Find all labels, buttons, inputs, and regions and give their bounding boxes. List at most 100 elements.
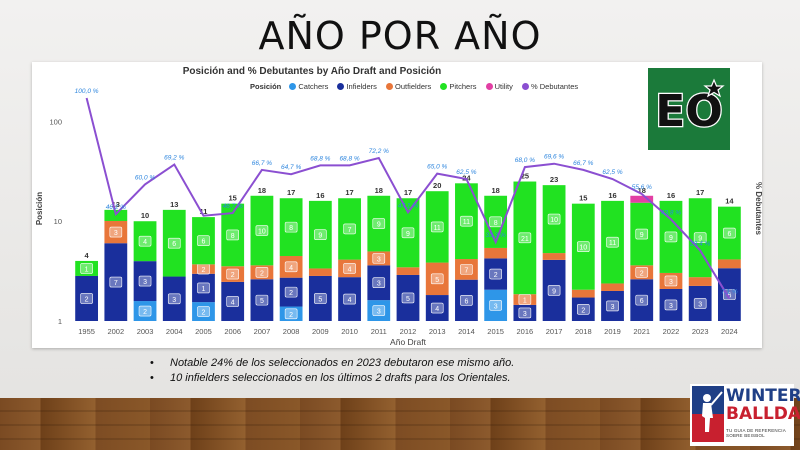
data-label: 3 — [494, 303, 498, 310]
legend-item-debutantes[interactable]: % Debutantes — [522, 82, 578, 91]
data-label-box — [489, 216, 502, 228]
data-label: 2 — [289, 312, 293, 319]
x-tick-label: 2022 — [663, 327, 680, 336]
winterballdata-word-2: BALLDATA — [726, 404, 800, 424]
data-label: 11 — [463, 219, 470, 226]
data-label-box — [606, 300, 619, 312]
x-tick-label: 2018 — [575, 327, 592, 336]
legend-item-catchers[interactable]: Catchers — [289, 82, 328, 91]
bar-total-label: 16 — [608, 191, 616, 200]
data-label: 7 — [348, 227, 352, 234]
x-tick-label: 2013 — [429, 327, 446, 336]
y-tick-label: 1 — [58, 317, 62, 326]
bar-segment-infielders — [250, 279, 274, 321]
data-label: 2 — [202, 310, 206, 317]
debutantes-label: 69,6 % — [544, 154, 564, 161]
data-label-box — [343, 223, 356, 235]
bar-segment-catchers — [484, 289, 508, 321]
data-label-box — [80, 263, 93, 274]
bar-segment-pitchers — [162, 209, 186, 277]
data-label: 4 — [289, 265, 293, 272]
data-label-box — [430, 273, 444, 285]
x-tick-label: 2023 — [692, 327, 709, 336]
bar-segment-pitchers — [396, 198, 420, 268]
debutantes-label: 62,5 % — [602, 169, 622, 176]
bar-total-label: 11 — [200, 207, 208, 216]
bar-segment-pitchers — [308, 200, 332, 269]
bullet-list: Notable 24% de los seleccionados en 2023… — [150, 356, 514, 386]
batter-flag-icon — [692, 386, 724, 442]
eo-logo-graphic: EO — [654, 78, 725, 138]
batter-silhouette-icon — [702, 391, 723, 432]
x-tick-label: 2021 — [633, 327, 650, 336]
legend-item-infielders[interactable]: Infielders — [337, 82, 377, 91]
legend-label: Infielders — [346, 82, 377, 91]
bar-total-label: 17 — [404, 188, 412, 197]
debutantes-label: 46,7 % — [223, 203, 243, 210]
bar-total-label: 4 — [85, 251, 90, 260]
data-label-box — [255, 294, 269, 306]
bar-segment-infielders — [279, 277, 303, 307]
debutantes-label: 69,2 % — [164, 155, 184, 162]
legend-item-utility[interactable]: Utility — [485, 82, 513, 91]
bar-total-label: 25 — [521, 172, 529, 181]
data-label-box — [284, 261, 298, 273]
legend-item-outfielders[interactable]: Outfielders — [386, 82, 431, 91]
bar-segment-outfielders — [630, 265, 654, 280]
bar-total-label: 14 — [725, 197, 734, 206]
data-label-box — [518, 307, 532, 319]
bar-total-label: 17 — [287, 188, 295, 197]
bar-segment-pitchers — [455, 183, 478, 260]
bar-segment-pitchers — [484, 195, 508, 248]
data-label: 6 — [727, 293, 731, 300]
debutantes-label: 29,4 % — [689, 240, 710, 247]
legend-swatch — [440, 83, 448, 90]
x-axis-title: Año Draft — [390, 337, 427, 347]
debutantes-label: 68,0 % — [515, 157, 535, 164]
data-label: 2 — [85, 296, 89, 303]
bar-segment-outfielders — [396, 267, 420, 275]
data-label: 7 — [114, 280, 118, 287]
legend-item-pitchers[interactable]: Pitchers — [440, 82, 476, 91]
debutantes-label: 64,7 % — [281, 164, 301, 171]
bar-segment-outfielders — [571, 289, 595, 298]
bar-segment-outfielders — [688, 277, 712, 286]
data-label-box — [489, 268, 502, 280]
bar-segment-infielders — [542, 259, 566, 321]
data-label: 5 — [406, 296, 410, 303]
data-label: 2 — [581, 307, 585, 314]
data-label: 3 — [523, 311, 527, 318]
bar-total-label: 16 — [667, 191, 675, 200]
bar-total-label: 17 — [696, 188, 704, 197]
y2-axis-title: % Debutantes — [754, 182, 762, 235]
debutantes-label: 66,7 % — [573, 160, 593, 167]
data-label: 2 — [640, 270, 644, 277]
data-label: 3 — [114, 230, 118, 237]
data-label-box — [635, 266, 649, 278]
data-label-box — [430, 221, 444, 233]
data-label-box — [460, 264, 473, 275]
bar-total-label: 15 — [229, 194, 237, 203]
data-label: 4 — [435, 306, 439, 313]
data-label-box — [547, 213, 561, 225]
bar-segment-infielders — [659, 288, 683, 321]
x-tick-label: 2006 — [224, 327, 241, 336]
data-label: 3 — [698, 301, 702, 308]
bar-segment-infielders — [571, 297, 595, 321]
bar-segment-pitchers — [425, 191, 449, 263]
bar-total-label: 18 — [375, 186, 383, 195]
data-label: 10 — [550, 217, 558, 224]
bar-segment-infielders — [630, 279, 654, 321]
bar-segment-pitchers — [601, 200, 624, 284]
legend-swatch — [522, 83, 529, 90]
data-label-box — [226, 268, 239, 280]
x-tick-label: 2017 — [546, 327, 563, 336]
data-label-box — [664, 275, 678, 287]
debutantes-label: 72,2 % — [369, 148, 389, 155]
legend-swatch — [337, 83, 345, 90]
bar-segment-outfielders — [308, 268, 332, 276]
x-tick-label: 1955 — [78, 327, 95, 336]
data-label-box — [372, 305, 386, 316]
y-tick-label: 10 — [54, 217, 62, 226]
